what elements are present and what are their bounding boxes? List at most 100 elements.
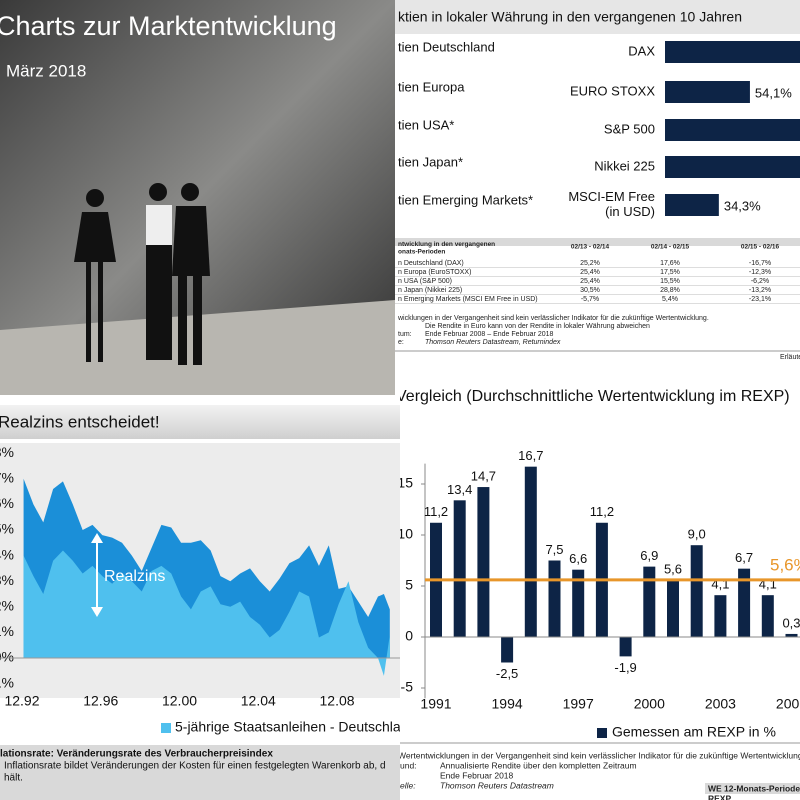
x-tick-label: 12.04: [241, 693, 276, 709]
value-label: 13,4: [447, 482, 472, 497]
bar: [761, 595, 774, 637]
header-bar: [0, 405, 405, 439]
y-tick-label: 2%: [0, 598, 14, 614]
footer-box: [0, 745, 405, 800]
table-cell: -6,2%: [751, 278, 769, 285]
footer-text: Inflationsrate bildet Veränderungen der …: [4, 761, 386, 772]
value-label: 6,7: [735, 550, 753, 565]
y-tick-label: 5%: [0, 521, 14, 537]
value-label: 9,0: [688, 527, 706, 542]
note: wicklungen in der Vergangenheit sind kei…: [397, 315, 709, 322]
table-cell: 25,2%: [580, 260, 600, 267]
footer-text: Thomson Reuters Datastream: [440, 780, 554, 790]
note: tum:: [398, 331, 412, 338]
category-label: MSCI-EM Free (in USD): [568, 189, 655, 219]
bar: [714, 595, 727, 637]
footer-text: REXP: [708, 793, 731, 800]
table-cell: -13,2%: [749, 287, 771, 294]
table-cell: 30,5%: [580, 287, 600, 294]
rexp-panel: Vergleich (Durchschnittliche Wertentwick…: [400, 375, 800, 800]
x-tick-label: 12.96: [83, 693, 118, 709]
row-label: tien Japan*: [398, 154, 463, 169]
bar: [785, 633, 798, 637]
table-cell: 28,8%: [660, 287, 680, 294]
table-cell: -5,7%: [581, 296, 599, 303]
panel-title: Realzins entscheidet!: [0, 412, 160, 431]
footer-text: und:: [400, 760, 417, 770]
y-tick-label: 4%: [0, 546, 14, 562]
footer-text: lationsrate: Veränderungsrate des Verbra…: [0, 749, 273, 760]
table-cell: 17,6%: [660, 260, 680, 267]
note: Thomson Reuters Datastream, Returnindex: [425, 339, 561, 346]
bar: [643, 566, 656, 637]
y-tick-label: -1%: [0, 674, 14, 690]
value-label: 5,6: [664, 561, 682, 576]
footer-text: hält.: [4, 773, 23, 784]
bar: [572, 569, 585, 637]
bar: [619, 637, 632, 657]
x-tick-label: 1994: [492, 696, 523, 712]
bar: [665, 81, 750, 103]
bar: [548, 560, 561, 637]
table-cell: 15,5%: [660, 278, 680, 285]
row-label: tien Europa: [398, 79, 465, 94]
bar: [665, 194, 719, 216]
category-label: DAX: [628, 43, 655, 58]
x-tick-label: 1997: [563, 696, 594, 712]
y-tick-label: 3%: [0, 572, 14, 588]
value-label: 7,5: [545, 542, 563, 557]
y-tick-label: 5: [405, 577, 413, 593]
arrow-head: [91, 533, 103, 617]
table-cell: n Emerging Markets (MSCI EM Free in USD): [398, 296, 538, 303]
table-cell: 25,4%: [580, 278, 600, 285]
bar: [667, 579, 679, 637]
table-cell: 17,5%: [660, 269, 680, 276]
index-panel: ktien in lokaler Währung in den vergange…: [395, 0, 800, 375]
average-label: 5,6%: [770, 555, 800, 574]
note: Erläute: [780, 354, 800, 361]
note: e:: [398, 339, 404, 346]
table-header: 02/13 - 02/14: [571, 244, 610, 251]
table-cell: n Japan (Nikkei 225): [398, 287, 462, 294]
value-label: 6,9: [640, 548, 658, 563]
bar: [501, 637, 514, 663]
table-header: 02/15 - 02/16: [741, 244, 780, 251]
y-tick-label: 8%: [0, 444, 14, 460]
x-tick-label: 12.00: [162, 693, 197, 709]
y-tick-label: -5: [401, 679, 414, 695]
footer-text: Wertentwicklungen in der Vergangenheit s…: [400, 750, 800, 760]
table-header: ntwicklung in den vergangenen onats-Perio…: [398, 241, 495, 255]
bar: [738, 568, 751, 637]
header-bar: [395, 0, 800, 34]
table-cell: 25,4%: [580, 269, 600, 276]
row-label: tien USA*: [398, 117, 454, 132]
title-photo: Charts zur Marktentwicklung März 2018: [0, 0, 395, 395]
row-label: tien Emerging Markets*: [398, 192, 533, 207]
value-label: 54,1%: [755, 85, 792, 100]
people: [74, 183, 210, 365]
table-cell: 5,4%: [662, 296, 678, 303]
category-label: Nikkei 225: [594, 158, 655, 173]
footer-text: WE 12-Monats-Periode: [708, 783, 800, 793]
bar: [453, 500, 466, 637]
y-tick-label: 7%: [0, 470, 14, 486]
y-tick-label: 0%: [0, 649, 14, 665]
panel-title: Vergleich (Durchschnittliche Wertentwick…: [400, 388, 790, 405]
y-tick-label: 0: [405, 628, 413, 644]
footer-text: Annualisierte Rendite über den komplette…: [440, 760, 637, 770]
x-tick-label: 2003: [705, 696, 736, 712]
table-cell: -16,7%: [749, 260, 771, 267]
table-cell: n Deutschland (DAX): [398, 260, 464, 267]
box-bg: [705, 783, 800, 794]
value-label: -1,9: [614, 660, 636, 675]
legend-label: 5-jährige Staatsanleihen - Deutschland: [175, 719, 405, 735]
bar: [477, 487, 490, 637]
bar: [524, 466, 537, 637]
value-label: 11,2: [424, 504, 448, 519]
y-tick-label: 10: [400, 526, 413, 542]
value-label: 14,7: [471, 468, 496, 483]
slide-title: Charts zur Marktentwicklung: [0, 11, 337, 41]
annotation: Realzins: [104, 568, 165, 585]
realzins-panel: Realzins entscheidet! 8% 7% 6% 5% 4% 3% 2% 1% 0%…: [0, 405, 405, 800]
